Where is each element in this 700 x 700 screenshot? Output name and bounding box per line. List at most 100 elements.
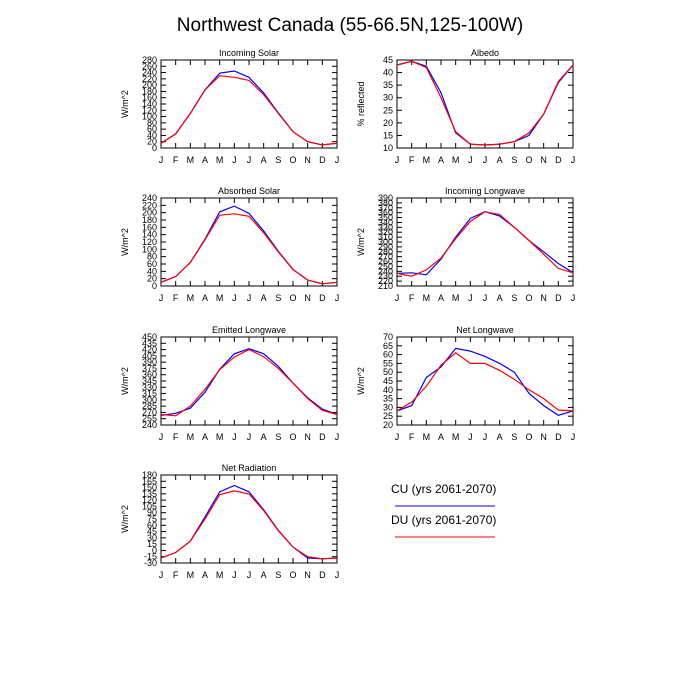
x-tick-label: A — [202, 570, 208, 580]
y-tick-label: 35 — [383, 80, 393, 90]
y-tick-label: 435 — [142, 338, 157, 348]
x-tick-label: D — [555, 432, 562, 442]
x-tick-label: A — [438, 293, 444, 303]
y-tick-label: 40 — [383, 385, 393, 395]
x-tick-label: J — [335, 570, 340, 580]
x-tick-label: J — [571, 155, 576, 165]
x-tick-label: M — [423, 155, 431, 165]
y-tick-label: 290 — [378, 242, 393, 252]
series-line-du — [160, 348, 338, 417]
y-tick-label: 200 — [142, 208, 157, 218]
x-tick-label: O — [289, 293, 296, 303]
chart-title: Incoming Solar — [219, 48, 279, 58]
x-tick-label: D — [555, 155, 562, 165]
y-tick-label: 40 — [147, 266, 157, 276]
y-tick-label: 45 — [383, 376, 393, 386]
x-tick-label: D — [319, 432, 326, 442]
x-tick-label: D — [555, 293, 562, 303]
plot-frame — [160, 197, 338, 287]
x-tick-label: A — [497, 432, 503, 442]
chart-title: Net Longwave — [456, 325, 514, 335]
x-tick-label: J — [468, 293, 473, 303]
y-tick-label: 405 — [142, 351, 157, 361]
y-tick-label: 45 — [147, 527, 157, 537]
x-tick-label: D — [319, 570, 326, 580]
series-line-du — [160, 490, 338, 560]
y-tick-label: 60 — [147, 259, 157, 269]
chart-panel-5: Emitted LongwaveW/m^22402552702853003153… — [120, 325, 339, 442]
y-tick-label: 260 — [142, 61, 157, 71]
y-tick-label: 280 — [378, 247, 393, 257]
y-tick-label: 270 — [142, 407, 157, 417]
y-tick-label: 160 — [142, 222, 157, 232]
series-line-cu — [160, 484, 338, 560]
x-tick-label: J — [483, 432, 488, 442]
x-tick-label: M — [423, 293, 431, 303]
x-tick-label: N — [304, 293, 311, 303]
y-tick-label: 220 — [378, 276, 393, 286]
y-tick-label: 320 — [378, 227, 393, 237]
x-tick-label: J — [483, 293, 488, 303]
y-tick-label: 55 — [383, 358, 393, 368]
y-tick-label: 150 — [142, 483, 157, 493]
y-tick-label: 50 — [383, 367, 393, 377]
x-tick-label: O — [289, 155, 296, 165]
y-tick-label: 220 — [142, 74, 157, 84]
y-tick-label: 270 — [378, 252, 393, 262]
x-tick-label: J — [335, 293, 340, 303]
y-tick-label: 40 — [147, 130, 157, 140]
y-tick-label: 75 — [147, 514, 157, 524]
y-tick-label: 35 — [383, 394, 393, 404]
x-tick-label: M — [452, 293, 460, 303]
y-tick-label: 345 — [142, 376, 157, 386]
x-tick-label: S — [275, 293, 281, 303]
y-tick-label: 45 — [383, 55, 393, 65]
y-tick-label: 280 — [142, 55, 157, 65]
x-tick-label: F — [173, 293, 179, 303]
y-tick-label: 30 — [383, 93, 393, 103]
y-axis-label: W/m^2 — [120, 90, 130, 118]
x-tick-label: A — [202, 293, 208, 303]
x-tick-label: O — [525, 155, 532, 165]
y-tick-label: 240 — [378, 266, 393, 276]
x-tick-label: J — [335, 155, 340, 165]
x-tick-label: J — [468, 155, 473, 165]
y-tick-label: 140 — [142, 99, 157, 109]
x-tick-label: J — [571, 293, 576, 303]
chart-panel-7: Net Radiation W/m^2 -30-150153045607590105… — [120, 463, 339, 580]
y-tick-label: 285 — [142, 401, 157, 411]
y-tick-label: 330 — [142, 382, 157, 392]
y-tick-label: 65 — [383, 341, 393, 351]
y-tick-label: 80 — [147, 118, 157, 128]
x-tick-label: D — [319, 293, 326, 303]
x-tick-label: M — [423, 432, 431, 442]
x-tick-label: F — [173, 432, 179, 442]
plot-frame — [160, 59, 338, 149]
series-line-cu — [160, 70, 338, 146]
x-tick-label: J — [335, 432, 340, 442]
x-tick-label: N — [304, 155, 311, 165]
y-tick-label: 315 — [142, 389, 157, 399]
x-tick-label: S — [511, 155, 517, 165]
y-tick-label: 375 — [142, 363, 157, 373]
x-tick-label: F — [409, 293, 415, 303]
y-tick-label: 30 — [147, 533, 157, 543]
y-tick-label: 15 — [147, 539, 157, 549]
y-tick-label: 220 — [142, 200, 157, 210]
y-axis-label: W/m^2 — [120, 228, 130, 256]
x-tick-label: N — [304, 432, 311, 442]
y-tick-label: 380 — [378, 198, 393, 208]
y-tick-label: 300 — [378, 237, 393, 247]
y-tick-label: 60 — [147, 124, 157, 134]
y-tick-label: 60 — [383, 350, 393, 360]
x-tick-label: J — [247, 293, 252, 303]
y-tick-label: 20 — [383, 420, 393, 430]
chart-title: Net Radiation — [222, 463, 277, 473]
x-tick-label: A — [261, 432, 267, 442]
x-tick-label: O — [289, 432, 296, 442]
series-line-du — [396, 211, 574, 277]
y-tick-label: 240 — [142, 68, 157, 78]
x-tick-label: J — [247, 155, 252, 165]
